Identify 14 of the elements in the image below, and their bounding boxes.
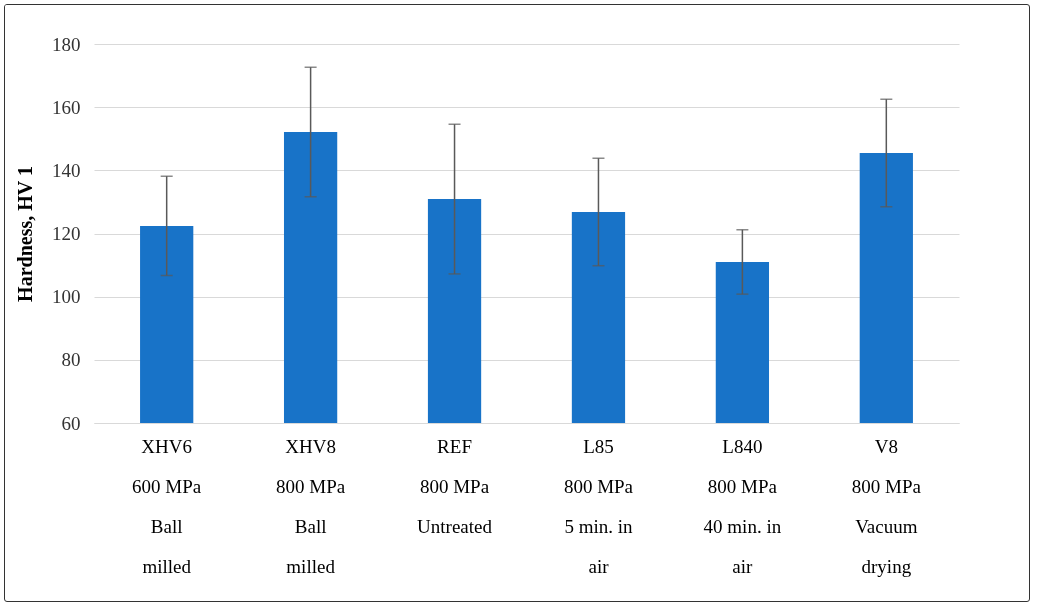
y-tick-label: 180 <box>52 33 81 55</box>
y-tick-label: 60 <box>61 412 81 434</box>
y-tick-label: 160 <box>52 96 81 118</box>
y-tick-label: 100 <box>52 286 81 308</box>
y-axis-title: Hardness, HV 1 <box>14 166 36 302</box>
x-tick-label: V8 800 MPa Vacuum drying <box>851 435 922 577</box>
y-tick-label: 140 <box>52 159 81 181</box>
y-tick-label: 120 <box>52 223 81 244</box>
x-tick-label: L840 800 MPa 40 min. in air <box>703 435 782 577</box>
x-tick-label: REF 800 MPa Untreated <box>417 435 493 537</box>
x-tick-label: XHV6 600 MPa Ball milled <box>132 435 202 577</box>
x-tick-label: L85 800 MPa 5 min. in air <box>563 435 634 577</box>
y-tick-label: 80 <box>61 349 81 371</box>
x-tick-label: XHV8 800 MPa Ball milled <box>276 435 346 577</box>
